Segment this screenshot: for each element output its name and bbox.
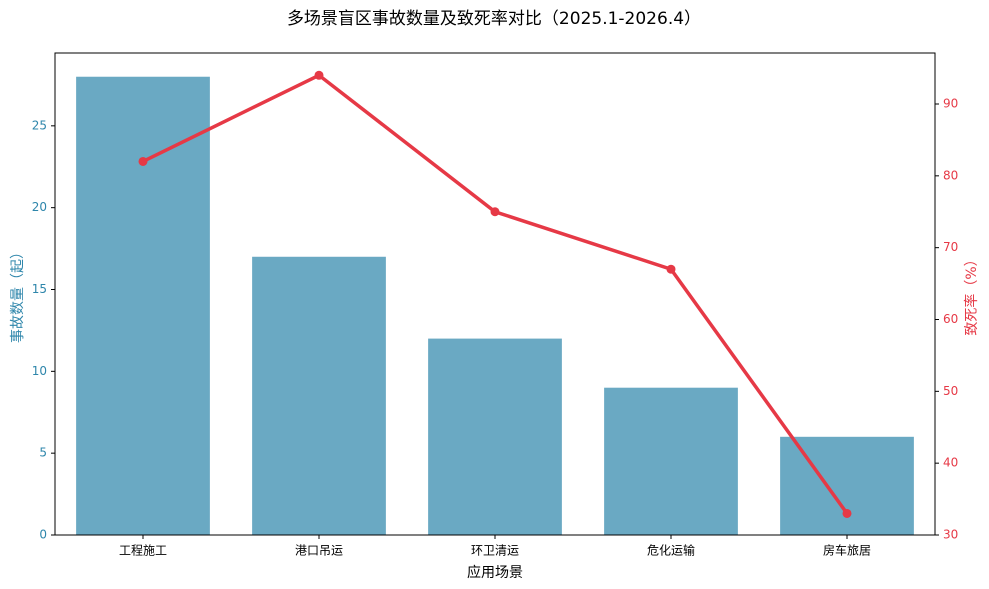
y2-tick-label: 30 xyxy=(943,528,958,542)
y2-tick-label: 70 xyxy=(943,240,958,254)
line-point xyxy=(138,156,148,166)
y2-axis-label: 致死率（%） xyxy=(963,252,980,335)
bar xyxy=(780,436,914,535)
x-tick-label: 危化运输 xyxy=(647,543,695,558)
y2-tick-label: 40 xyxy=(943,456,958,470)
x-tick-label: 工程施工 xyxy=(119,543,167,558)
y2-tick-label: 60 xyxy=(943,312,958,326)
y2-tick-label: 50 xyxy=(943,384,958,398)
y-tick-label: 15 xyxy=(32,282,47,296)
y-tick-label: 10 xyxy=(32,364,47,378)
y2-tick-label: 80 xyxy=(943,168,958,182)
bar xyxy=(76,76,210,535)
bar xyxy=(604,387,738,535)
bar xyxy=(428,338,562,535)
x-tick-label: 港口吊运 xyxy=(295,544,343,558)
bar xyxy=(252,256,386,535)
line-point xyxy=(842,508,852,518)
y-tick-label: 0 xyxy=(39,528,47,542)
line-point xyxy=(666,264,676,274)
x-tick-label: 房车旅居 xyxy=(823,543,871,558)
y-tick-label: 25 xyxy=(32,118,47,132)
chart-title: 多场景盲区事故数量及致死率对比（2025.1-2026.4） xyxy=(287,9,701,29)
line-point xyxy=(314,70,324,80)
y-axis-label: 事故数量（起） xyxy=(10,245,26,343)
y-tick-label: 20 xyxy=(32,200,47,214)
line-point xyxy=(490,207,500,217)
x-axis-label: 应用场景 xyxy=(467,564,523,581)
y-tick-label: 5 xyxy=(39,446,47,460)
x-tick-label: 环卫清运 xyxy=(471,544,519,558)
plot-frame xyxy=(54,52,936,536)
y2-tick-label: 90 xyxy=(943,97,958,111)
